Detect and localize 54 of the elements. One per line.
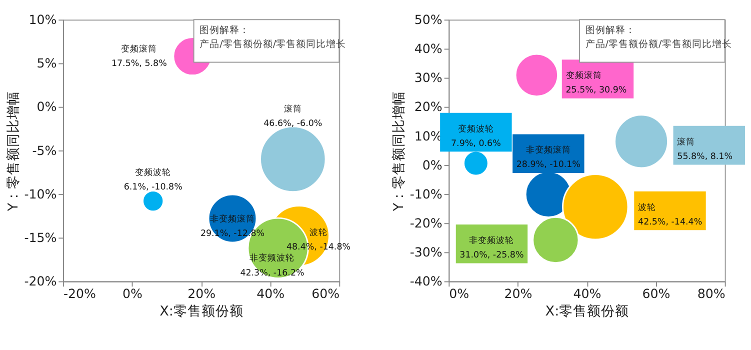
x-axis-title: X:零售额份额 (160, 304, 244, 320)
annotation: 图例解释： (585, 24, 636, 36)
x-tick-label: 60% (642, 286, 670, 302)
annotation: 产品/零售额份额/零售额同比增长 (585, 38, 732, 50)
series-label: 波轮 (638, 202, 656, 213)
text: 变频波轮 (458, 123, 494, 134)
series-label: 变频滚筒 (121, 43, 158, 54)
data-label: 55.8%, 8.1% (677, 152, 733, 162)
x-tick-label: 20% (188, 286, 216, 302)
y-tick-label: -30% (410, 244, 442, 260)
y-tick-label: 0% (36, 99, 57, 114)
y-tick-label: 5% (36, 56, 57, 71)
series-label: 滚筒 (677, 136, 696, 148)
y-tick-label: 30% (414, 70, 442, 86)
y-tick-label: -15% (24, 230, 57, 246)
data-label: 17.5%, 5.8% (111, 58, 167, 69)
series-label: 滚筒 (284, 104, 302, 115)
y-tick-label: -5% (32, 142, 57, 158)
y-tick-label: -20% (410, 215, 442, 230)
x-tick-label: 40% (256, 286, 285, 302)
y-tick-label: 10% (28, 12, 57, 27)
y-axis-title: Y：零售额同比增幅 (391, 90, 408, 212)
x-tick-label: 20% (504, 286, 532, 302)
x-axis-title: X:零售额份额 (545, 304, 630, 320)
data-label: 25.5%, 30.9% (566, 86, 627, 96)
y-tick-label: 20% (414, 99, 442, 114)
y-tick-label: -10% (24, 186, 57, 202)
text: 非变频滚筒 (526, 144, 571, 156)
series-label: 非变频滚筒 (210, 213, 255, 224)
x-tick-label: 60% (312, 286, 340, 302)
data-label: 46.6%, -6.0% (264, 119, 322, 130)
y-tick-label: -20% (24, 274, 57, 289)
y-tick-label: 0% (422, 157, 442, 172)
series-label: 波轮 (309, 226, 328, 238)
annotation: 产品/零售额份额/零售额同比增长 (200, 38, 346, 50)
data-label: 42.5%, -14.4% (638, 217, 702, 228)
data-label: 28.9%, -10.1% (516, 160, 580, 170)
annotation: 图例解释： (200, 24, 250, 36)
x-tick-label: -20% (63, 286, 96, 302)
x-tick-label: 40% (573, 286, 602, 302)
y-tick-label: -40% (410, 274, 442, 289)
x-tick-label: 80% (697, 286, 726, 302)
x-tick-label: 0% (449, 286, 470, 302)
y-tick-label: -10% (410, 186, 442, 202)
series-label: 变频波轮 (135, 166, 172, 178)
y-tick-label: 50% (414, 12, 442, 27)
series-label: 变频滚筒 (566, 70, 602, 82)
y-tick-label: 40% (414, 41, 442, 56)
data-label: 31.0%, -25.8% (460, 250, 524, 260)
y-axis-title: Y：零售额同比增幅 (5, 90, 22, 212)
text: 非变频波轮 (469, 234, 514, 246)
data-label: 7.9%, 0.6% (451, 138, 501, 149)
x-tick-label: 0% (122, 286, 143, 302)
data-label: 6.1%, -10.8% (124, 182, 182, 192)
